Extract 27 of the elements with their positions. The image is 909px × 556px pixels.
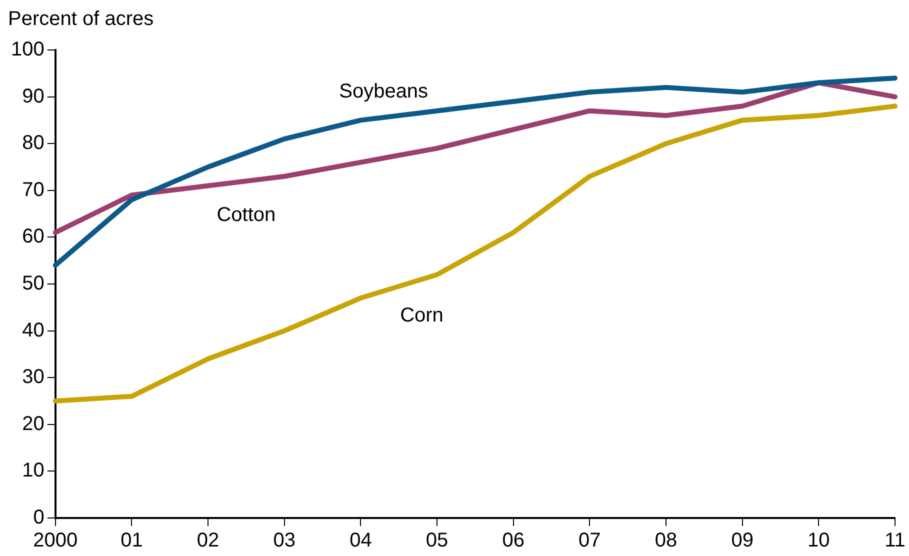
x-tick-label: 04 bbox=[350, 530, 372, 552]
y-tick-label: 30 bbox=[22, 366, 44, 388]
x-tick-label: 07 bbox=[578, 530, 601, 552]
y-tick-label: 90 bbox=[22, 85, 44, 108]
x-tick-label: 08 bbox=[654, 530, 678, 552]
y-tick-label: 50 bbox=[22, 272, 44, 295]
y-tick-label: 100 bbox=[10, 38, 44, 61]
y-tick-label: 80 bbox=[22, 132, 44, 154]
y-tick-label: 40 bbox=[22, 319, 44, 342]
x-tick-label: 11 bbox=[884, 530, 906, 552]
y-tick-label: 0 bbox=[33, 506, 44, 529]
x-tick-label: 2000 bbox=[33, 530, 78, 552]
x-tick-label: 10 bbox=[808, 530, 830, 552]
y-tick-label: 10 bbox=[22, 460, 44, 482]
x-tick-label: 09 bbox=[731, 530, 754, 552]
x-tick-label: 01 bbox=[120, 530, 143, 552]
x-tick-label: 05 bbox=[426, 530, 448, 552]
x-tick-label: 02 bbox=[196, 530, 220, 552]
y-tick-label: 60 bbox=[22, 226, 44, 248]
y-tick-label: 70 bbox=[22, 178, 44, 201]
y-axis-title: Percent of acres bbox=[8, 8, 154, 31]
series-label: Cotton bbox=[216, 204, 276, 226]
y-tick-label: 20 bbox=[22, 412, 44, 435]
series-label: Soybeans bbox=[339, 80, 428, 102]
x-tick-label: 06 bbox=[502, 530, 524, 552]
x-tick-label: 03 bbox=[273, 530, 296, 552]
series-label: Corn bbox=[400, 304, 444, 326]
